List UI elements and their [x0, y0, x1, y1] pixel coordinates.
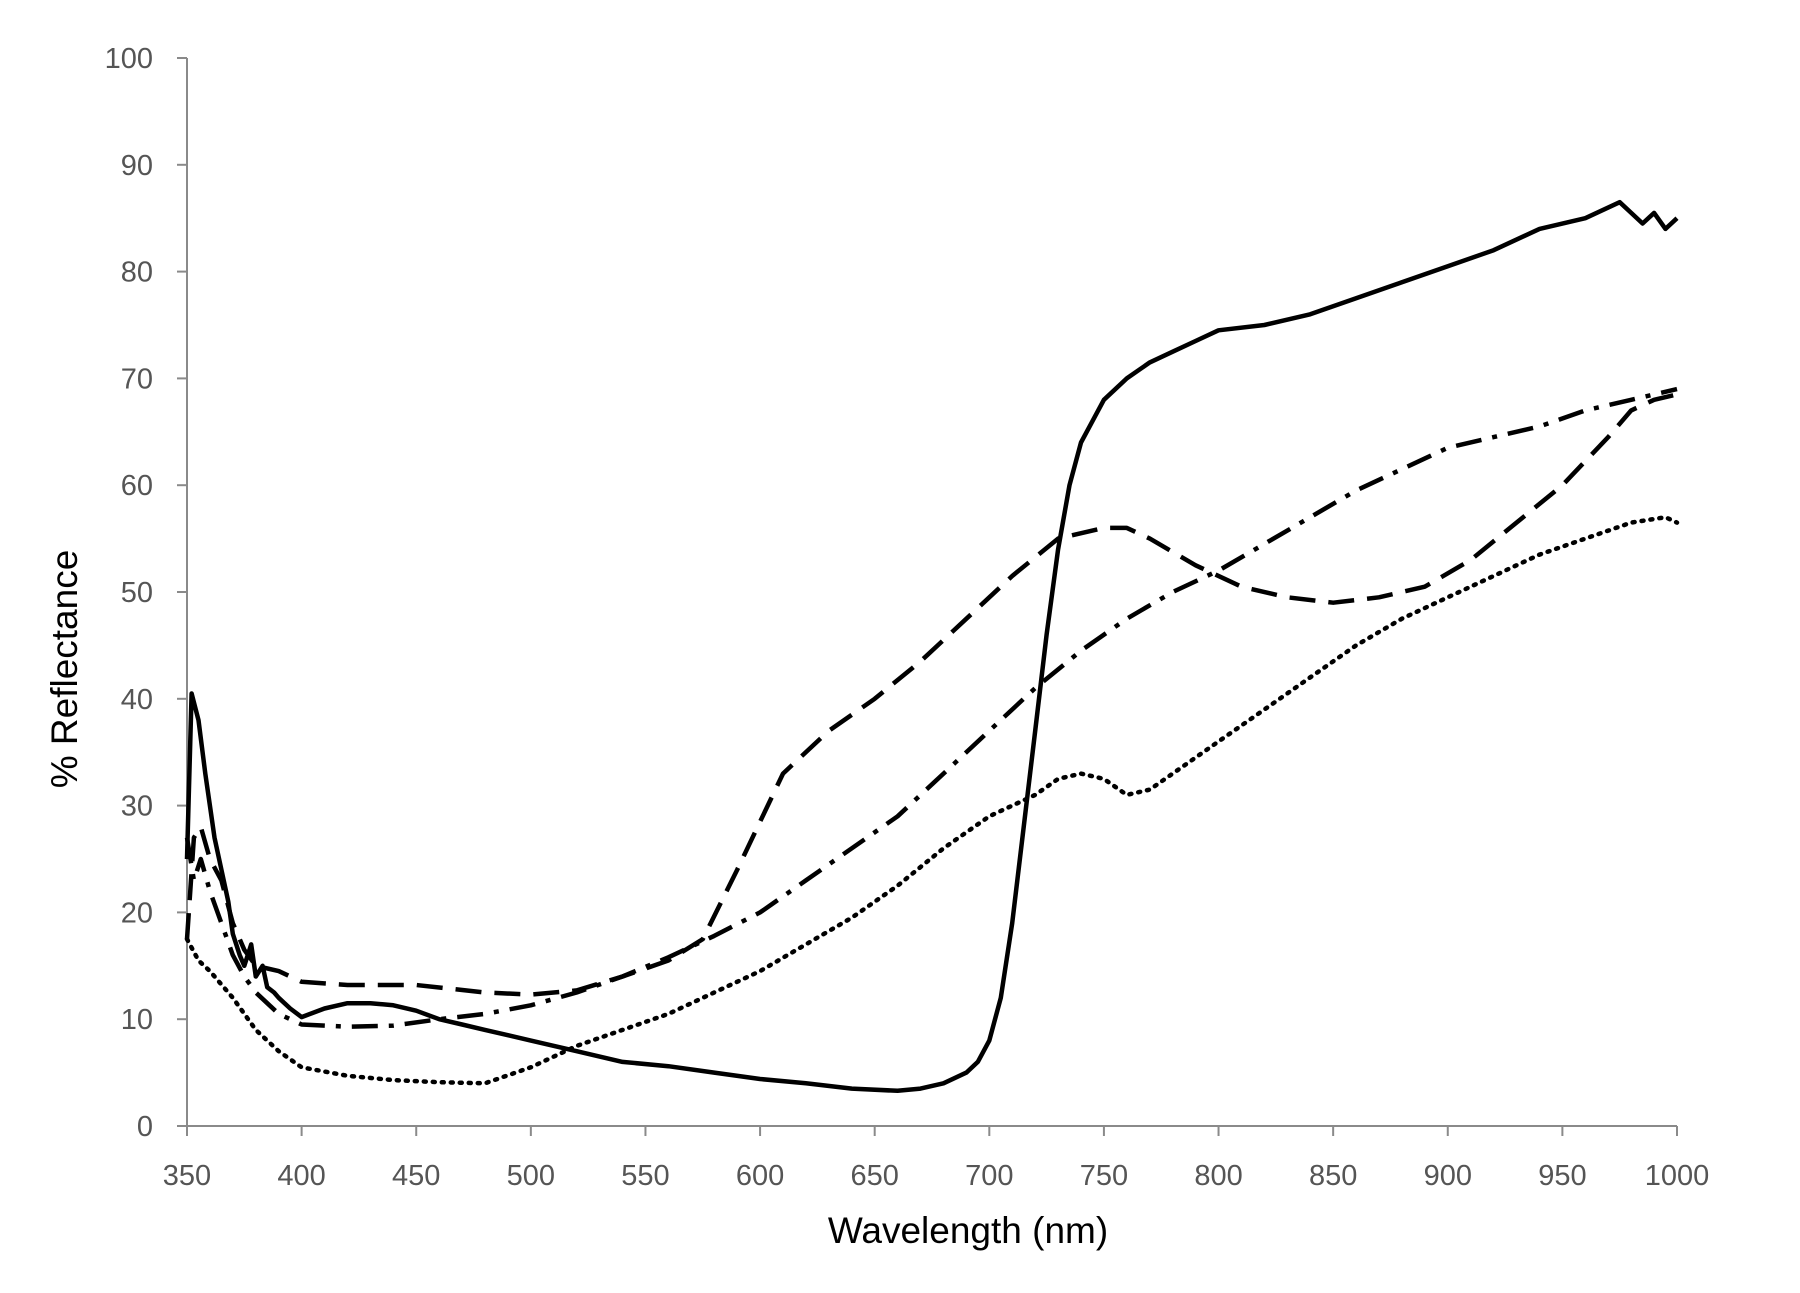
x-tick-label: 650: [850, 1160, 898, 1192]
x-axis-title: Wavelength (nm): [828, 1210, 1108, 1251]
x-tick-label: 850: [1309, 1160, 1357, 1192]
x-tick-label: 550: [621, 1160, 669, 1192]
x-tick-label: 600: [736, 1160, 784, 1192]
x-tick-label: 750: [1080, 1160, 1128, 1192]
x-tick-label: 400: [277, 1160, 325, 1192]
y-tick-label: 90: [121, 150, 153, 182]
y-axis-title: % Reflectance: [44, 550, 85, 789]
x-tick-label: 800: [1194, 1160, 1242, 1192]
x-tick-label: 950: [1538, 1160, 1586, 1192]
x-tick-label: 500: [507, 1160, 555, 1192]
x-axis-ticks: 350 400 450 500 550 600 650 700 750 800 850 900 950 1…: [163, 1126, 1709, 1192]
y-tick-label: 30: [121, 791, 153, 823]
y-tick-label: 100: [105, 43, 153, 75]
x-tick-label: 350: [163, 1160, 211, 1192]
y-axis-ticks: 0 10 20 30 40 50 60 70 80 90 100: [105, 43, 187, 1143]
y-tick-label: 0: [137, 1111, 153, 1143]
series-line-dashdot: [184, 386, 1678, 1029]
x-tick-label: 1000: [1645, 1160, 1710, 1192]
y-tick-label: 60: [121, 470, 153, 502]
y-tick-label: 40: [121, 684, 153, 716]
x-tick-label: 900: [1424, 1160, 1472, 1192]
x-tick-label: 700: [965, 1160, 1013, 1192]
series-line-dashed: [184, 392, 1678, 997]
series-line-solid: [184, 199, 1679, 1094]
series-lines: [184, 199, 1680, 1094]
y-tick-label: 70: [121, 363, 153, 395]
y-tick-label: 10: [121, 1004, 153, 1036]
series-line-dotted: [184, 514, 1680, 1086]
y-tick-label: 20: [121, 897, 153, 929]
y-tick-label: 80: [121, 257, 153, 289]
x-tick-label: 450: [392, 1160, 440, 1192]
y-tick-label: 50: [121, 577, 153, 609]
